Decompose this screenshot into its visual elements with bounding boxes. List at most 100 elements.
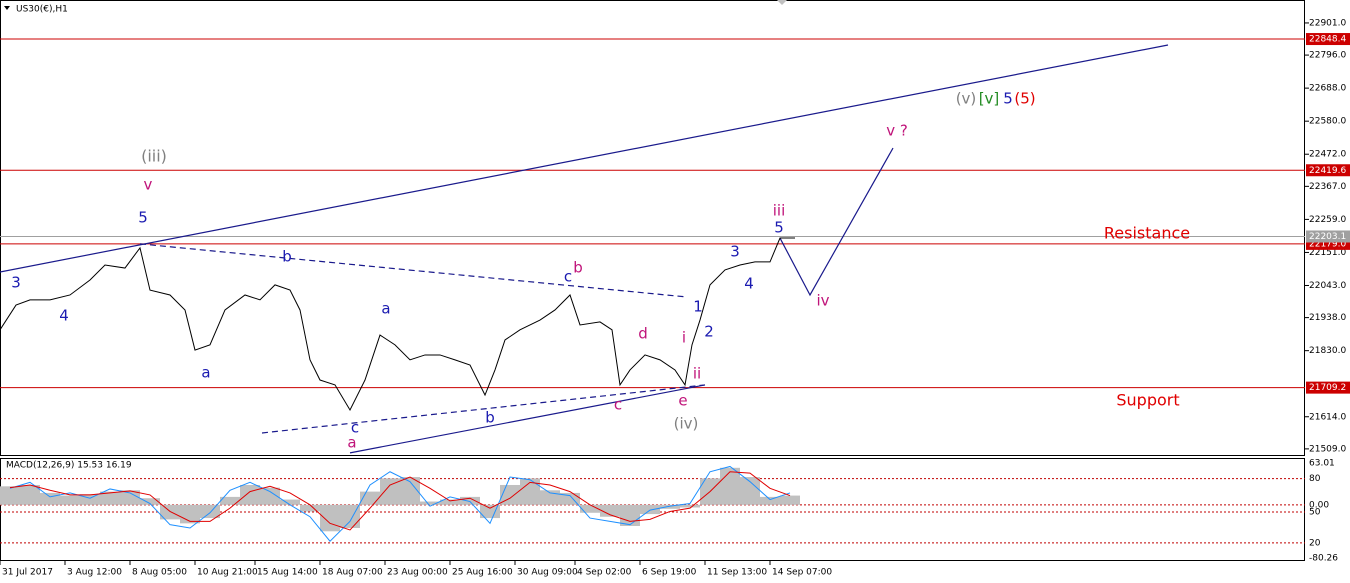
histogram-bar [740, 477, 760, 505]
wave-label: Resistance [1104, 224, 1190, 243]
price-line [0, 237, 795, 412]
x-tick-label: 15 Aug 14:00 [257, 568, 318, 578]
wave-label: 5 [1003, 89, 1013, 107]
price-frame [0, 0, 1305, 456]
histogram-bar [440, 499, 460, 505]
wave-label: 3 [730, 242, 740, 260]
wave-label: [v] [979, 89, 1000, 107]
wave-label: 2 [704, 322, 714, 340]
wave-label: 5 [774, 218, 784, 236]
histogram-bar [180, 504, 200, 524]
histogram-bar [320, 504, 340, 532]
wave-label: iv [816, 292, 829, 310]
histogram-bar [420, 501, 440, 505]
level-tag [1306, 230, 1350, 243]
y-tick-label: 21509.0 [1309, 444, 1346, 454]
wave-label: b [573, 259, 583, 277]
wave-label: c [614, 395, 622, 413]
level-tag [1306, 33, 1350, 46]
histogram-bar [500, 484, 520, 505]
x-tick-label: 4 Sep 02:00 [577, 568, 632, 578]
level-label: 22419.6 [1309, 166, 1346, 176]
histogram-bar [480, 504, 500, 519]
macd-line [9, 465, 791, 542]
histogram-bar [580, 504, 600, 513]
histogram-bar [680, 504, 700, 508]
y-tick-label: 80 [1309, 474, 1321, 484]
trend-line [349, 384, 706, 454]
x-tick-label: 14 Sep 07:00 [772, 568, 832, 578]
y-tick-label: 22043.0 [1309, 281, 1346, 291]
histogram-bar [600, 504, 620, 517]
wave-label: 5 [138, 208, 148, 226]
x-tick-label: 3 Aug 12:00 [67, 568, 122, 578]
shift-marker [777, 0, 787, 5]
y-tick-label: 21938.0 [1309, 313, 1346, 323]
histogram-bar [340, 504, 360, 528]
trend-line [261, 384, 706, 434]
histogram-bar [400, 477, 420, 505]
wave-label: a [381, 300, 390, 318]
wave-label: c [351, 419, 359, 437]
histogram-bar [460, 496, 480, 505]
wave-label: (5) [1014, 89, 1035, 107]
level-tag [1306, 381, 1350, 394]
level-label: 21709.2 [1309, 383, 1346, 393]
trend-line [0, 44, 1169, 273]
y-tick-label: 22151.0 [1309, 248, 1346, 258]
wave-label: b [282, 248, 292, 266]
wave-label: d [638, 324, 648, 342]
wave-label: a [347, 434, 356, 452]
histogram-bar [780, 495, 800, 505]
histogram-bar [620, 504, 640, 526]
histogram-bar [0, 486, 20, 505]
y-tick-label: 22367.0 [1309, 182, 1346, 192]
level-tag [1306, 164, 1350, 177]
x-tick-label: 30 Aug 09:00 [517, 568, 578, 578]
histogram-bar [80, 494, 100, 505]
menu-arrow[interactable] [4, 6, 10, 10]
histogram-bar [220, 496, 240, 505]
y-tick-label: 22580.0 [1309, 117, 1346, 127]
macd-title: MACD(12,26,9) 15.53 16.19 [6, 461, 132, 471]
wave-label: iii [773, 201, 786, 219]
y-tick-label: 22259.0 [1309, 215, 1346, 225]
level-label: 22848.4 [1309, 35, 1346, 45]
histogram-bar [560, 492, 580, 505]
x-tick-label: 11 Sep 13:00 [707, 568, 767, 578]
x-tick-label: 6 Sep 19:00 [642, 568, 697, 578]
y-tick-label: 22472.0 [1309, 150, 1346, 160]
histogram-bar [660, 504, 680, 509]
wave-label: v [144, 175, 153, 193]
histogram-bar [300, 504, 320, 512]
y-tick-label: -80.26 [1309, 553, 1338, 563]
wave-label: b [485, 408, 495, 426]
histogram-bar [200, 504, 220, 519]
histogram-bar [60, 495, 80, 505]
histogram-bar [760, 496, 780, 505]
wave-label: Support [1116, 390, 1179, 409]
y-tick-label: 0.00 [1309, 500, 1329, 510]
chart-title: US30(€),H1 [16, 5, 68, 15]
y-tick-label: 50 [1309, 508, 1321, 518]
histogram-bar [380, 478, 400, 505]
y-tick-label: 21614.0 [1309, 412, 1346, 422]
y-tick-label: 22796.0 [1309, 51, 1346, 61]
histogram-bar [120, 490, 140, 505]
y-tick-label: 20 [1309, 538, 1321, 548]
wave-label: e [678, 391, 687, 409]
y-tick-label: 22901.0 [1309, 18, 1346, 28]
histogram-bar [100, 491, 120, 505]
level-label: 22179.0 [1309, 239, 1346, 249]
histogram-bar [720, 467, 740, 505]
wave-label: ii [693, 364, 701, 382]
wave-label: a [201, 363, 210, 381]
wave-label: c [564, 267, 572, 285]
histogram-bar [520, 478, 540, 505]
x-tick-label: 23 Aug 00:00 [387, 568, 448, 578]
y-tick-label: 21830.0 [1309, 346, 1346, 356]
wave-label: 4 [59, 307, 69, 325]
x-tick-label: 10 Aug 21:00 [197, 568, 258, 578]
macd-line [9, 471, 791, 531]
